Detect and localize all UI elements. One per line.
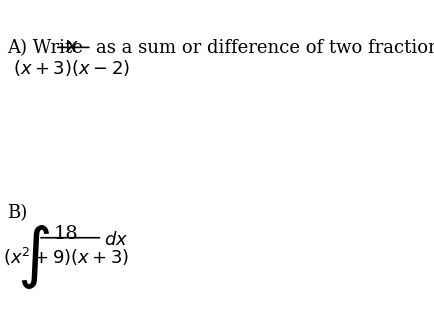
Text: $(x^2+9)(x+3)$: $(x^2+9)(x+3)$ bbox=[3, 246, 128, 268]
Text: $(x+3)(x-2)$: $(x+3)(x-2)$ bbox=[13, 59, 130, 78]
Text: 18: 18 bbox=[53, 225, 78, 243]
Text: $dx$: $dx$ bbox=[104, 231, 128, 249]
Text: B): B) bbox=[7, 204, 28, 222]
Text: $\int$: $\int$ bbox=[16, 223, 49, 292]
Text: $x$: $x$ bbox=[65, 38, 79, 56]
Text: as a sum or difference of two fractions.: as a sum or difference of two fractions. bbox=[96, 39, 434, 58]
Text: A) Write: A) Write bbox=[7, 39, 83, 58]
